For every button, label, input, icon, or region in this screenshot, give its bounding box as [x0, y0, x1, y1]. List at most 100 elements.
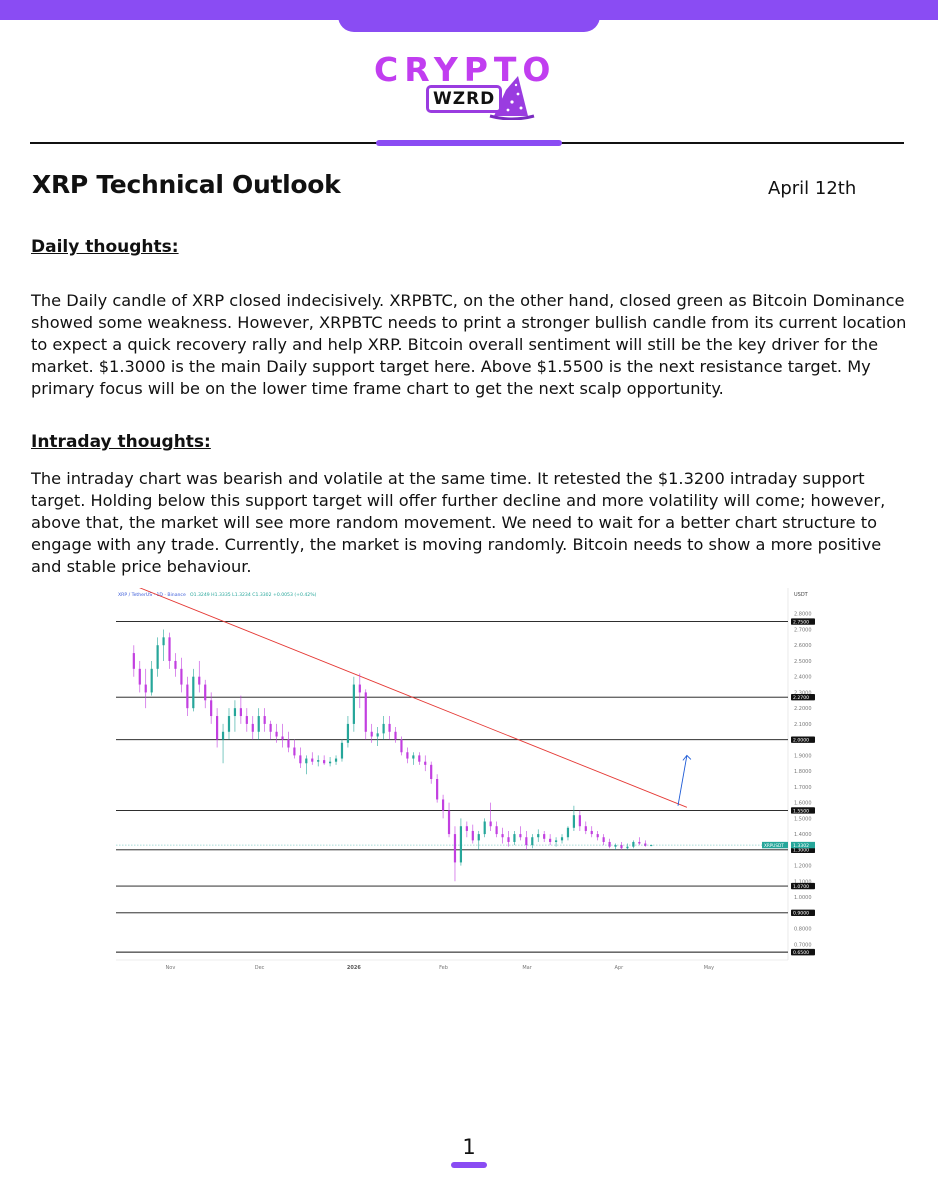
price-chart-svg: XRP / TetherUS · 1D · Binance O1.3249 H1.… [116, 584, 820, 976]
candle-body [305, 758, 308, 764]
y-tick-label: 1.6000 [794, 801, 812, 807]
candle-body [590, 830, 593, 835]
price-chart: XRP / TetherUS · 1D · Binance O1.3249 H1.… [116, 584, 820, 976]
x-tick-label: Nov [166, 965, 176, 971]
candle-body [198, 676, 201, 685]
candle-body [418, 755, 421, 762]
candle-body [287, 739, 290, 748]
level-label-bg [791, 693, 815, 701]
candle-body [317, 760, 320, 762]
ohlc-readout: O1.3249 H1.3335 L1.3234 C1.3302 +0.0053 … [190, 592, 317, 598]
candle-body [400, 739, 403, 753]
candle-body [263, 716, 266, 724]
candle-body [650, 845, 653, 847]
y-tick-label: 2.7000 [794, 627, 812, 633]
candle-body [132, 653, 135, 669]
last-price-symbol: XRPUSDT [764, 843, 784, 848]
candle-body [382, 723, 385, 734]
last-price-label: 1.3302 [793, 843, 809, 849]
brand-logo: CRYPTO WZRD [360, 50, 580, 120]
wizard-hat-icon [489, 76, 535, 120]
candle-body [632, 841, 635, 847]
top-accent-tab [338, 0, 600, 32]
trendline [133, 584, 688, 808]
candle-body [447, 810, 451, 835]
chart-background [116, 588, 820, 976]
candle-body [323, 760, 326, 764]
candle-body [602, 837, 605, 842]
candle-body [215, 716, 219, 740]
level-label: 1.5500 [793, 808, 809, 814]
candle-body [554, 840, 558, 842]
candle-body [334, 758, 338, 762]
y-tick-label: 2.6000 [794, 643, 812, 649]
candle-body [560, 837, 564, 841]
page-number: 1 [462, 1135, 476, 1159]
y-tick-label: 1.2000 [794, 864, 812, 870]
y-tick-label: 0.8000 [794, 927, 812, 933]
x-tick-label: May [704, 965, 714, 971]
x-tick-label: Feb [439, 965, 448, 971]
candle-body [364, 692, 367, 732]
candle-body [465, 826, 468, 831]
currency-label: USDT [794, 592, 809, 598]
candle-body [180, 668, 183, 685]
candle-body [370, 731, 373, 737]
level-label-bg [791, 736, 815, 743]
level-label: 0.9000 [793, 911, 809, 917]
candle-body [186, 684, 189, 709]
candle-body [453, 834, 457, 863]
candle-body [156, 645, 159, 669]
candle-body [346, 723, 350, 743]
y-tick-label: 1.9000 [794, 753, 812, 759]
candle-body [174, 660, 177, 669]
candle-body [239, 708, 242, 717]
level-label: 1.3000 [793, 848, 809, 854]
candle-body [644, 843, 647, 846]
candle-body [162, 637, 165, 646]
candle-body [406, 752, 409, 759]
candle-body [513, 834, 516, 842]
page-number-accent [451, 1162, 487, 1168]
candle-body [608, 841, 611, 847]
intraday-heading: Intraday thoughts: [31, 432, 211, 452]
x-tick-label: 2026 [347, 965, 361, 971]
candle-body [471, 830, 474, 841]
candle-body [436, 779, 439, 800]
y-tick-label: 2.5000 [794, 659, 812, 665]
candle-body [507, 837, 510, 842]
candle-body [311, 758, 314, 762]
candle-body [596, 834, 599, 838]
report-date: April 12th [768, 178, 857, 199]
candle-body [495, 826, 498, 835]
y-tick-label: 2.4000 [794, 675, 812, 681]
candle-body [424, 761, 427, 765]
candle-body [251, 723, 254, 732]
candle-body [489, 821, 492, 827]
candle-body [269, 723, 272, 732]
level-label-bg [791, 882, 815, 890]
candle-body [376, 733, 379, 737]
candle-body [227, 716, 231, 732]
level-label-bg [791, 807, 815, 814]
candle-body [221, 731, 225, 740]
candle-body [245, 716, 248, 724]
projection-arrow-head [682, 754, 692, 761]
candle-body [281, 736, 284, 740]
level-label-bg [791, 909, 815, 916]
candle-body [543, 834, 546, 839]
candle-body [394, 731, 397, 740]
candle-body [299, 755, 302, 764]
brand-sub: WZRD [426, 85, 503, 113]
last-price-label-bg [791, 841, 815, 849]
candle-body [584, 826, 587, 831]
level-label: 0.6500 [793, 950, 809, 956]
y-tick-label: 2.2000 [794, 706, 812, 712]
candle-body [537, 834, 540, 838]
daily-heading: Daily thoughts: [31, 237, 179, 257]
candle-body [483, 821, 486, 835]
x-tick-label: Dec [255, 965, 265, 971]
candle-body [549, 838, 552, 842]
brand-name: CRYPTO [374, 50, 557, 89]
y-tick-label: 2.3000 [794, 690, 812, 696]
